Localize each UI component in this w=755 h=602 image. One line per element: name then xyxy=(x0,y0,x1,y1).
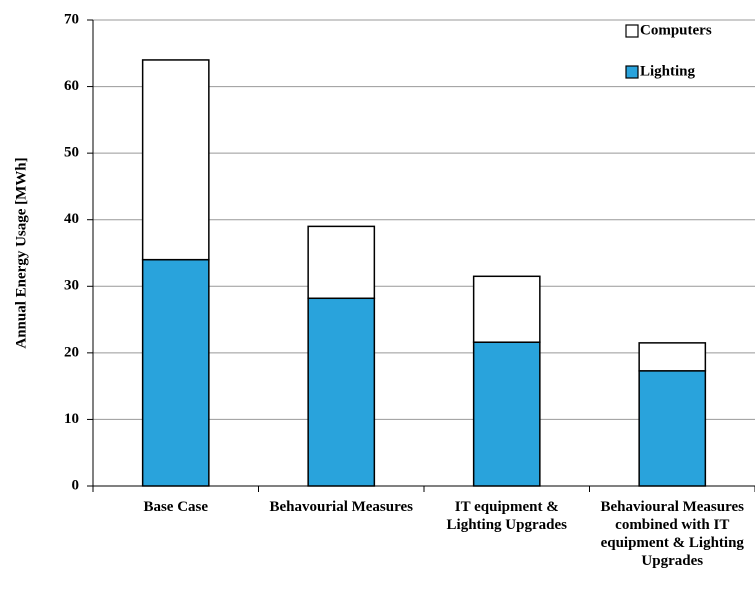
bar-segment xyxy=(141,258,210,487)
y-tick-label: 40 xyxy=(64,211,79,227)
bar-segment xyxy=(472,275,541,343)
x-tick-label: Behavourial Measures xyxy=(269,499,413,515)
y-tick-label: 60 xyxy=(64,78,79,94)
y-tick-label: 70 xyxy=(64,11,79,27)
y-tick-label: 50 xyxy=(64,145,79,161)
bar-segment xyxy=(472,341,541,487)
legend-label: Computers xyxy=(640,22,712,38)
y-tick-label: 30 xyxy=(64,278,79,294)
bar-segment xyxy=(638,342,707,372)
bar-segment xyxy=(141,59,210,261)
y-tick-label: 20 xyxy=(64,344,79,360)
x-tick-label: IT equipment & Lighting Upgrades xyxy=(446,499,567,533)
x-tick-label: Base Case xyxy=(143,499,209,515)
x-tick-label: Behavioural Measures combined with IT eq… xyxy=(600,499,744,569)
bar-segment xyxy=(307,297,376,487)
legend-swatch xyxy=(625,65,639,79)
bar-segment xyxy=(638,370,707,487)
bar-segment xyxy=(307,225,376,300)
y-tick-label: 10 xyxy=(64,411,79,427)
y-axis-title: Annual Energy Usage [MWh] xyxy=(13,157,29,348)
legend-label: Lighting xyxy=(640,63,696,79)
legend-swatch xyxy=(625,24,639,38)
y-tick-label: 0 xyxy=(72,477,80,493)
